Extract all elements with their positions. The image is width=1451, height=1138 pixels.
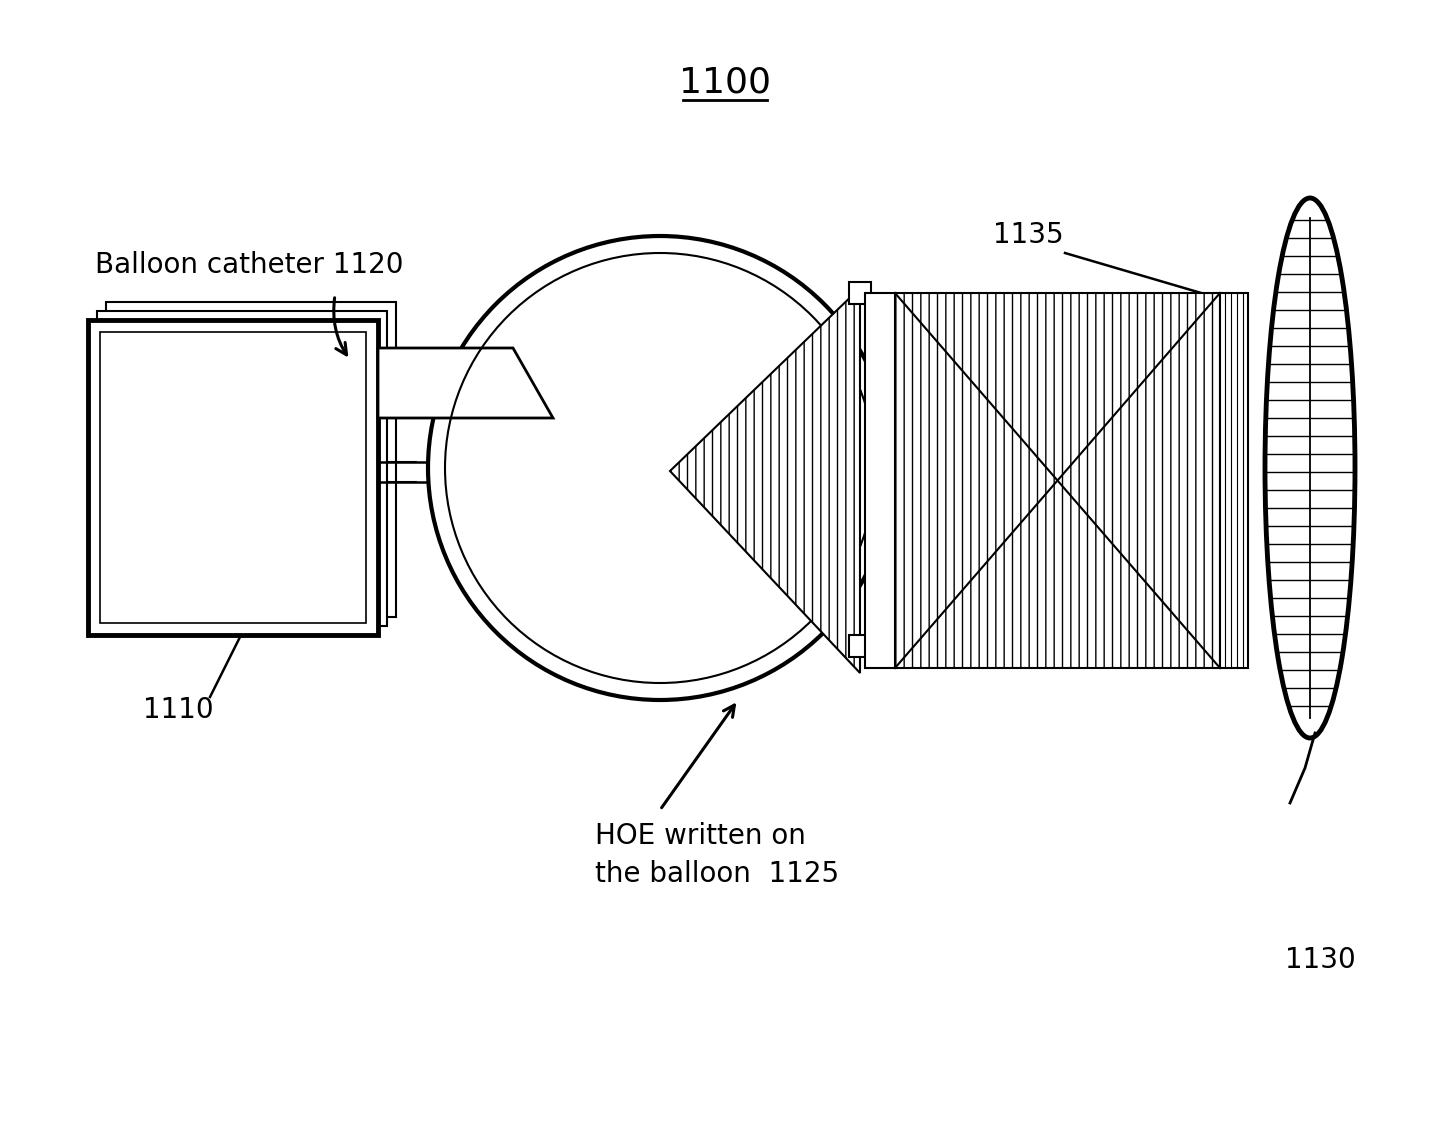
Text: Balloon catheter 1120: Balloon catheter 1120 <box>94 251 403 279</box>
Polygon shape <box>379 348 553 418</box>
Text: 1135: 1135 <box>992 221 1064 249</box>
Polygon shape <box>849 282 871 304</box>
Polygon shape <box>89 320 379 635</box>
Polygon shape <box>670 288 860 673</box>
Polygon shape <box>1220 292 1248 668</box>
Circle shape <box>428 236 892 700</box>
Text: 1100: 1100 <box>679 65 770 99</box>
Polygon shape <box>895 292 1220 668</box>
Text: 1110: 1110 <box>142 696 213 724</box>
Polygon shape <box>106 302 396 617</box>
Text: HOE written on
the balloon  1125: HOE written on the balloon 1125 <box>595 822 839 889</box>
Polygon shape <box>865 292 895 668</box>
Polygon shape <box>97 311 387 626</box>
Polygon shape <box>849 635 871 657</box>
Ellipse shape <box>1265 198 1355 739</box>
Text: 1130: 1130 <box>1284 946 1355 974</box>
